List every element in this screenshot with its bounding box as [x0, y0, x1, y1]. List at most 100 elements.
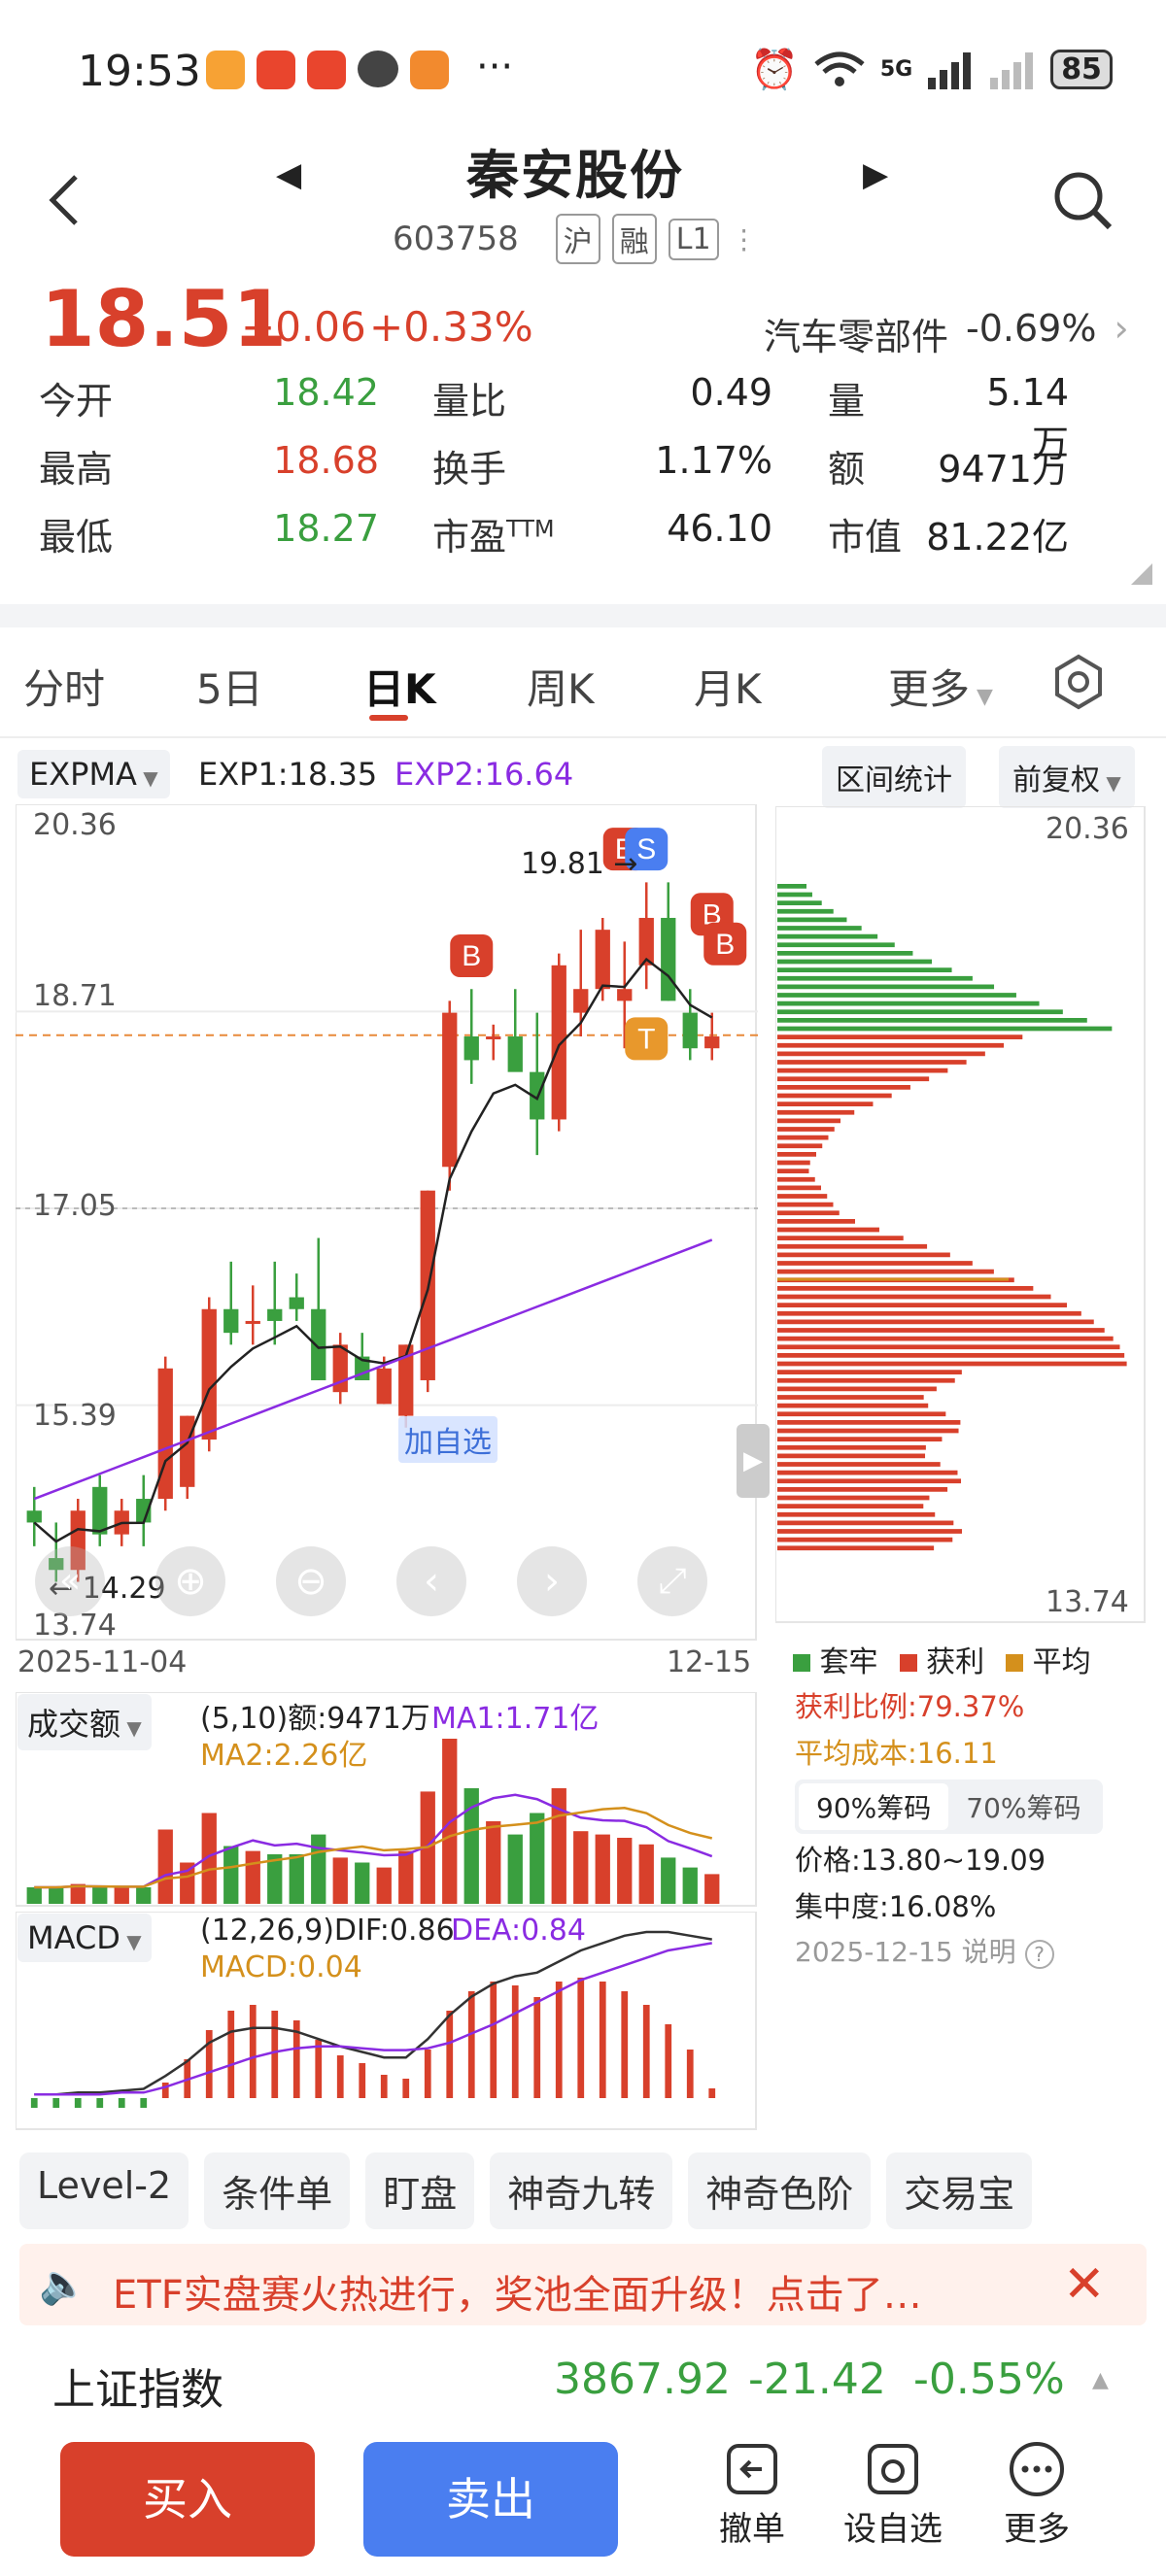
chip-bar: [777, 1420, 961, 1425]
candle-body: [223, 1308, 239, 1334]
trade-marker: [450, 933, 494, 977]
tool-trade-treasure[interactable]: 交易宝: [886, 2152, 1033, 2229]
volume-bar: [704, 1874, 720, 1904]
trade-marker: [625, 1017, 669, 1061]
macd-selector[interactable]: MACD ▼: [17, 1914, 152, 1962]
volume-bar: [355, 1862, 370, 1904]
volume-ratio-value: 0.49: [690, 371, 772, 414]
chip-tab-70[interactable]: 70%筹码: [966, 1792, 1081, 1824]
macd-chart[interactable]: [16, 1912, 758, 2131]
index-name: 上证指数: [52, 2365, 223, 2415]
candle-body: [70, 1510, 86, 1571]
more-dots-icon[interactable]: ⋮: [730, 222, 758, 255]
chip-bar: [777, 1160, 810, 1166]
range-stats-button[interactable]: 区间统计: [822, 746, 966, 808]
volume-bar: [638, 1844, 654, 1904]
chip-bar: [777, 1169, 809, 1173]
volume-ma2-line: [34, 1806, 713, 1889]
chip-bar: [777, 892, 812, 898]
sector-link[interactable]: 汽车零部件 -0.69% ›: [764, 307, 1129, 360]
collapse-left-button[interactable]: «: [35, 1546, 105, 1616]
volume-bar: [398, 1850, 414, 1904]
volume-bar: [180, 1862, 195, 1904]
chip-bar: [777, 1470, 958, 1475]
promo-banner[interactable]: 🔈 ETF实盘赛火热进行，奖池全面升级！点击了… ✕: [19, 2244, 1147, 2325]
cancel-order-button[interactable]: 撤单: [713, 2440, 791, 2550]
turnover-label: 换手: [432, 448, 507, 491]
index-bar[interactable]: 上证指数 3867.92 -21.42 -0.55% ▲: [0, 2329, 1166, 2426]
add-watchlist-button[interactable]: 设自选: [840, 2440, 946, 2550]
add-watchlist-label: 设自选: [843, 2510, 943, 2549]
candle-body: [682, 1012, 698, 1049]
chip-bar: [777, 1051, 985, 1057]
sell-button[interactable]: 卖出: [363, 2442, 618, 2557]
current-price: 18.51: [41, 274, 288, 364]
zoom-out-button[interactable]: ⊖: [276, 1546, 346, 1616]
next-stock-button[interactable]: ▶: [863, 155, 889, 194]
chip-explain[interactable]: 说明: [961, 1936, 1016, 1968]
scroll-right-button[interactable]: ›: [517, 1546, 587, 1616]
chevron-left-icon: [49, 175, 78, 225]
open-value: 18.42: [273, 371, 379, 414]
tool-condition-order[interactable]: 条件单: [204, 2152, 351, 2229]
candle-body: [617, 989, 633, 1001]
add-watch-overlay[interactable]: 加自选: [398, 1416, 497, 1463]
fullscreen-button[interactable]: ⤢: [637, 1546, 707, 1616]
more-icon: [1010, 2442, 1064, 2496]
tab-more[interactable]: 更多 ▼: [888, 657, 993, 716]
adjust-selector[interactable]: 前复权 ▼: [999, 746, 1135, 808]
zoom-in-button[interactable]: ⊕: [155, 1546, 225, 1616]
indicator-name: EXPMA: [29, 756, 137, 793]
settings-button[interactable]: [1049, 653, 1108, 715]
macd-bar: [402, 2079, 410, 2098]
macd-bar: [490, 1982, 497, 2098]
caret-down-icon: ▼: [136, 766, 158, 790]
tool-magic-color[interactable]: 神奇色阶: [688, 2152, 872, 2229]
chip-bar: [777, 1377, 955, 1383]
chip-bar: [777, 1520, 954, 1526]
help-icon[interactable]: ?: [1024, 1940, 1054, 1969]
macd-bar: [205, 2030, 213, 2098]
candle-body: [92, 1486, 108, 1535]
expand-corner-icon[interactable]: [1131, 563, 1152, 585]
panel-toggle-handle[interactable]: ▶: [737, 1424, 770, 1498]
search-button[interactable]: [1051, 169, 1115, 237]
y-label-bottom: 13.74: [33, 1609, 117, 1643]
tab-5day[interactable]: 5日: [196, 665, 263, 713]
volume-selector[interactable]: 成交额 ▼: [17, 1694, 152, 1750]
chart-frame: [775, 806, 1146, 1623]
macd-bar: [446, 2011, 454, 2098]
more-button[interactable]: 更多: [993, 2440, 1080, 2550]
volume-chart[interactable]: [16, 1692, 758, 1908]
trade-marker-label: S: [636, 833, 656, 865]
tool-magic-nine[interactable]: 神奇九转: [490, 2152, 673, 2229]
tab-monthly-k[interactable]: 月K: [694, 665, 762, 713]
indicator-selector[interactable]: EXPMA ▼: [17, 750, 170, 798]
quote-grid: 今开 18.42 量比 0.49 量 5.14万 最高 18.68 换手 1.1…: [39, 371, 1137, 575]
banner-text: ETF实盘赛火热进行，奖池全面升级！点击了…: [113, 2273, 922, 2318]
sector-name: 汽车零部件: [764, 316, 949, 358]
chip-distribution-chart[interactable]: [775, 806, 1147, 1624]
chip-bar: [777, 1294, 1051, 1300]
legend-average: 平均: [1006, 1638, 1091, 1680]
chip-bar: [777, 1395, 924, 1400]
chip-bar: [777, 975, 973, 981]
chip-tabs: 90%筹码 70%筹码: [795, 1779, 1103, 1834]
tool-watch[interactable]: 盯盘: [365, 2152, 475, 2229]
tool-level2[interactable]: Level-2: [19, 2152, 189, 2229]
tab-weekly-k[interactable]: 周K: [527, 665, 595, 713]
chip-bar: [777, 1504, 924, 1508]
prev-stock-button[interactable]: ◀: [276, 155, 302, 194]
scroll-left-button[interactable]: ‹: [396, 1546, 466, 1616]
macd-selector-label: MACD: [27, 1919, 120, 1956]
tab-intraday[interactable]: 分时: [23, 665, 106, 713]
tab-daily-k[interactable]: 日K: [363, 665, 436, 713]
buy-button[interactable]: 买入: [60, 2442, 315, 2557]
chip-tab-90[interactable]: 90%筹码: [799, 1783, 949, 1830]
back-button[interactable]: [45, 171, 84, 229]
chip-bar: [777, 1286, 1034, 1291]
market-cap-label: 市值: [828, 516, 903, 559]
trade-marker-label: B: [715, 929, 735, 961]
close-icon[interactable]: ✕: [1063, 2255, 1106, 2314]
